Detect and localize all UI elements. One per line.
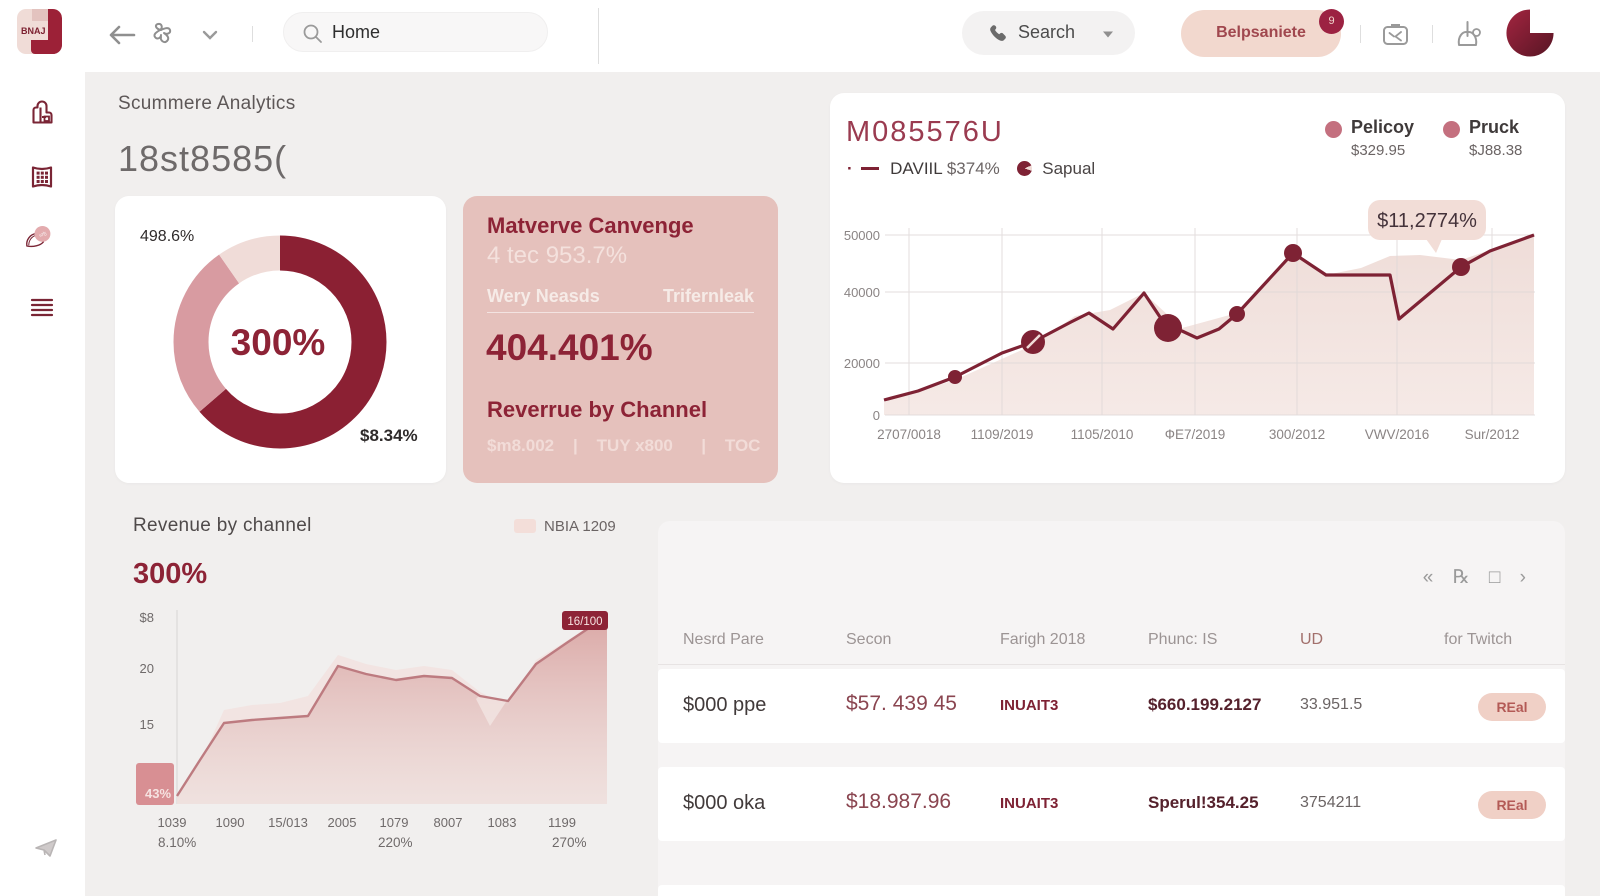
- svg-text:$11,2774%: $11,2774%: [1377, 210, 1477, 232]
- svg-text:1090: 1090: [216, 815, 245, 830]
- svg-text:20: 20: [140, 661, 154, 676]
- svg-text:220%: 220%: [378, 835, 413, 850]
- svg-text:8007: 8007: [434, 815, 463, 830]
- svg-text:$8: $8: [140, 610, 154, 625]
- svg-text:1105/2010: 1105/2010: [1071, 427, 1134, 442]
- svg-text:300%: 300%: [231, 322, 326, 363]
- svg-text:2707/0018: 2707/0018: [877, 427, 941, 442]
- svg-text:270%: 270%: [552, 835, 587, 850]
- svg-text:1199: 1199: [548, 815, 576, 830]
- svg-text:20000: 20000: [844, 356, 880, 371]
- svg-text:1109/2019: 1109/2019: [971, 427, 1034, 442]
- svg-text:43%: 43%: [145, 786, 171, 801]
- svg-text:16/100: 16/100: [567, 616, 602, 628]
- svg-text:50000: 50000: [844, 228, 880, 243]
- svg-text:ФЕ7/2019: ФЕ7/2019: [1165, 427, 1226, 442]
- svg-text:15/013: 15/013: [268, 815, 308, 830]
- svg-text:8.10%: 8.10%: [158, 835, 196, 850]
- svg-text:Sur/2012: Sur/2012: [1465, 427, 1520, 442]
- svg-text:0: 0: [873, 408, 880, 423]
- svg-text:1083: 1083: [488, 815, 517, 830]
- svg-text:300/2012: 300/2012: [1269, 427, 1325, 442]
- svg-text:1079: 1079: [380, 815, 409, 830]
- svg-text:VWV/2016: VWV/2016: [1365, 427, 1430, 442]
- svg-text:1039: 1039: [158, 815, 187, 830]
- svg-text:15: 15: [140, 717, 154, 732]
- svg-text:ıσɮ: ıσɮ: [38, 230, 47, 239]
- svg-text:40000: 40000: [844, 285, 880, 300]
- svg-text:2005: 2005: [328, 815, 357, 830]
